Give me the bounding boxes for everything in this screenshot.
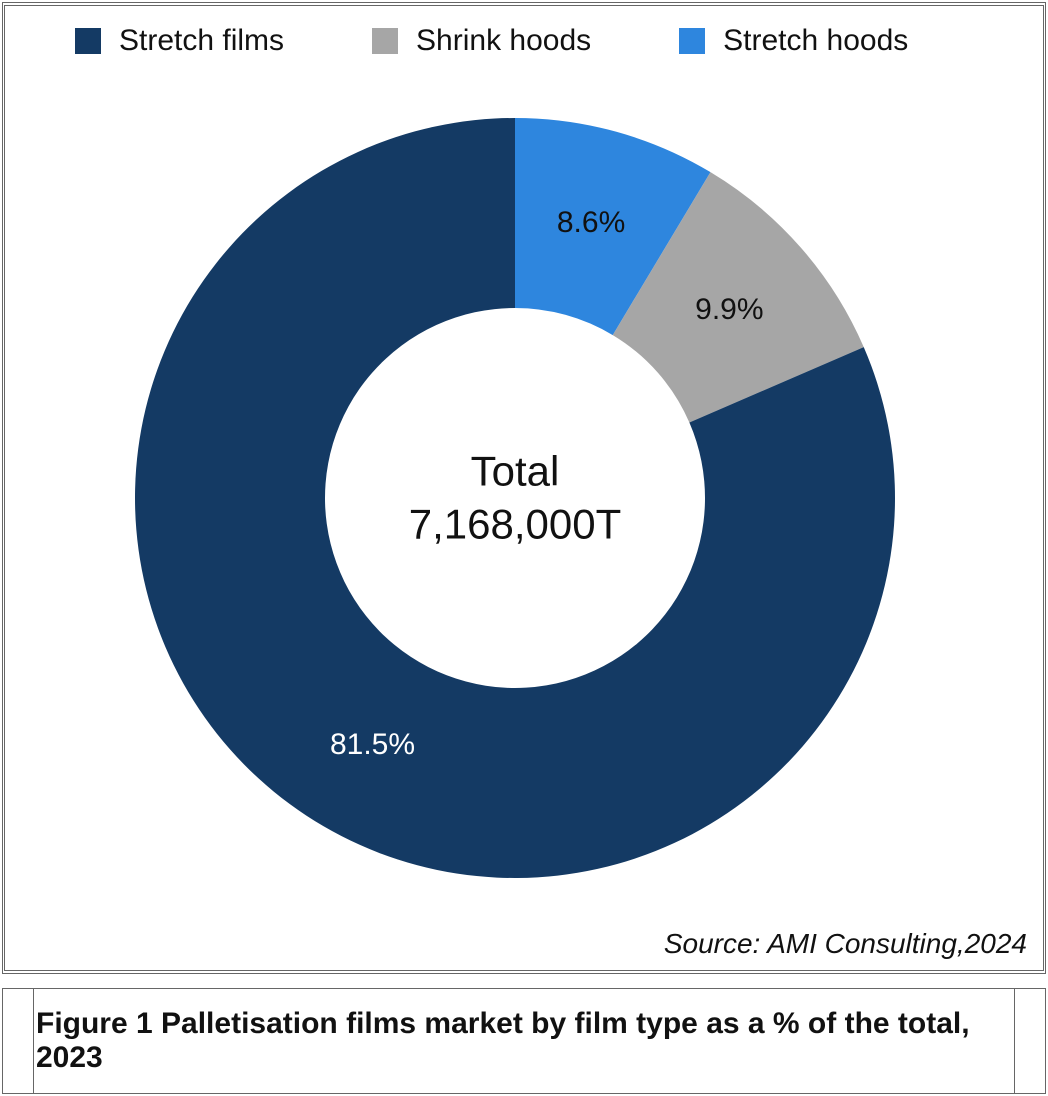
donut-center-text: Total 7,168,000T	[409, 446, 622, 551]
center-title: Total	[409, 446, 622, 499]
chart-panel: Stretch films Shrink hoods Stretch hoods T…	[4, 5, 1044, 971]
legend-item: Stretch films	[75, 24, 284, 58]
chart-outer-frame: Stretch films Shrink hoods Stretch hoods T…	[2, 2, 1046, 974]
legend-swatch	[679, 28, 705, 54]
chart-source: Source: AMI Consulting,2024	[15, 928, 1033, 964]
chart-area: Total 7,168,000T 8.6% 9.9% 81.5%	[15, 68, 1015, 928]
slice-label: 81.5%	[330, 728, 415, 762]
legend-label: Shrink hoods	[416, 24, 591, 58]
legend-item: Shrink hoods	[372, 24, 591, 58]
figure-caption: Figure 1 Palletisation films market by f…	[33, 989, 1015, 1093]
legend-swatch	[75, 28, 101, 54]
legend-item: Stretch hoods	[679, 24, 908, 58]
legend-swatch	[372, 28, 398, 54]
center-value: 7,168,000T	[409, 498, 622, 551]
slice-label: 8.6%	[557, 206, 625, 240]
slice-label: 9.9%	[695, 293, 763, 327]
legend-label: Stretch hoods	[723, 24, 908, 58]
chart-legend: Stretch films Shrink hoods Stretch hoods	[15, 16, 1033, 68]
figure-caption-bar: Figure 1 Palletisation films market by f…	[2, 988, 1046, 1094]
legend-label: Stretch films	[119, 24, 284, 58]
